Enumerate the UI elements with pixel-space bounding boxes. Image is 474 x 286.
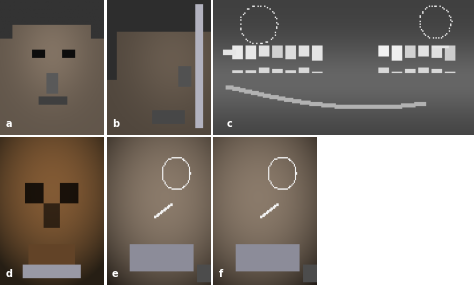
Text: f: f bbox=[219, 269, 223, 279]
Text: c: c bbox=[227, 119, 232, 129]
Text: d: d bbox=[5, 269, 12, 279]
Text: b: b bbox=[112, 119, 119, 129]
Text: e: e bbox=[112, 269, 118, 279]
Text: a: a bbox=[5, 119, 12, 129]
